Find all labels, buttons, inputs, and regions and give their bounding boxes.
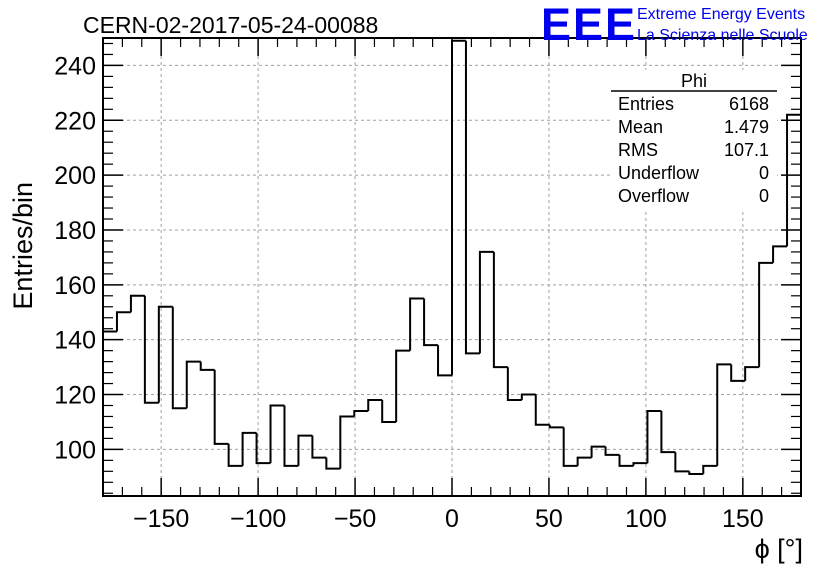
histogram-bin (199, 361, 215, 371)
x-tick-label: −150 (133, 505, 189, 533)
histogram-bin (702, 464, 718, 475)
histogram-bin (520, 393, 536, 401)
histogram-bin (632, 462, 648, 466)
y-tick-label: 100 (54, 436, 96, 464)
eee-logo-text: EEE (541, 0, 637, 50)
histogram-bin (367, 399, 383, 411)
histogram-bin (478, 250, 494, 354)
eee-logo: EEE Extreme Energy Events La Scienza nel… (541, 0, 808, 50)
histogram-bin (646, 409, 662, 464)
histogram-bin (464, 40, 480, 355)
x-tick-label: −50 (334, 505, 376, 533)
histogram-bin (674, 452, 690, 473)
statistics-box: Phi Entries 6168 Mean 1.479 RMS 107.1 Underflo… (611, 70, 777, 210)
histogram-series (102, 39, 802, 496)
x-tick-label: 0 (445, 505, 459, 533)
histogram-bin (590, 445, 606, 458)
histogram-bin (241, 431, 257, 466)
stats-row-value: 6168 (729, 94, 769, 114)
histogram-bin (283, 405, 299, 467)
histogram-bin (548, 424, 564, 429)
histogram-bin (129, 294, 145, 313)
histogram-bin (492, 251, 508, 369)
histogram-bin (730, 364, 746, 382)
histogram-bin (115, 311, 131, 332)
histogram-bin (339, 415, 355, 469)
histogram-bin (395, 349, 411, 422)
x-tick-label: 100 (625, 505, 667, 533)
axis-ticks (102, 38, 802, 496)
histogram-bin (409, 297, 425, 351)
histogram-bin (185, 360, 201, 409)
histogram-bin (269, 404, 285, 464)
histogram-bin (227, 443, 243, 467)
histogram-bin (562, 427, 578, 467)
histogram-bin (451, 39, 466, 376)
stats-row-label: Mean (618, 117, 663, 137)
histogram-bin (758, 261, 774, 368)
run-title: CERN-02-2017-05-24-00088 (83, 12, 378, 38)
histogram-bin (688, 471, 704, 476)
stats-row-label: Entries (618, 94, 674, 114)
histogram-bin (576, 456, 592, 466)
x-axis-label: ϕ [°] (755, 534, 803, 564)
histogram-bin (143, 295, 159, 404)
brand-line-1: Extreme Energy Events (637, 6, 805, 23)
tick-labels: −150 −100 −50 0 50 100 150 100 120 140 160 180 200 22… (54, 52, 763, 533)
y-tick-label: 160 (54, 272, 96, 300)
histogram-bin (213, 369, 229, 445)
histogram-bin (171, 306, 187, 410)
histogram-bin (325, 457, 341, 470)
y-tick-label: 140 (54, 327, 96, 355)
histogram-bin (716, 363, 732, 466)
x-tick-label: 50 (535, 505, 563, 533)
x-tick-label: 150 (722, 505, 764, 533)
stats-row-label: Underflow (618, 163, 700, 183)
histogram-bin (255, 432, 271, 465)
x-tick-label: −100 (230, 505, 286, 533)
histogram-bin (381, 400, 397, 423)
y-tick-label: 240 (54, 52, 96, 80)
brand-line-2: La Scienza nelle Scuole (637, 27, 808, 44)
stats-box-title: Phi (681, 71, 707, 91)
histogram-bin (437, 345, 452, 377)
y-tick-label: 180 (54, 217, 96, 245)
y-tick-label: 200 (54, 162, 96, 190)
histogram-bin (423, 298, 439, 347)
y-tick-label: 220 (54, 107, 96, 135)
histogram-bin (618, 454, 634, 467)
histogram-bin (297, 434, 313, 466)
histogram-bin (353, 409, 369, 417)
stats-row-value: 107.1 (724, 140, 769, 160)
histogram-bin (311, 435, 327, 459)
histogram-bin (506, 367, 522, 402)
stats-row-label: Overflow (618, 186, 690, 206)
stats-row-value: 1.479 (724, 117, 769, 137)
histogram-bin (157, 305, 173, 403)
histogram-bin (534, 394, 550, 426)
y-tick-label: 120 (54, 382, 96, 410)
histogram-bin (772, 245, 788, 263)
stats-row-value: 0 (759, 186, 769, 206)
histogram-bin (660, 410, 676, 454)
stats-row-value: 0 (759, 163, 769, 183)
stats-row-label: RMS (618, 140, 658, 160)
histogram-bin (604, 446, 620, 456)
histogram-bin (744, 366, 760, 381)
y-axis-label: Entries/bin (8, 182, 38, 310)
stats-box-background (611, 70, 777, 210)
